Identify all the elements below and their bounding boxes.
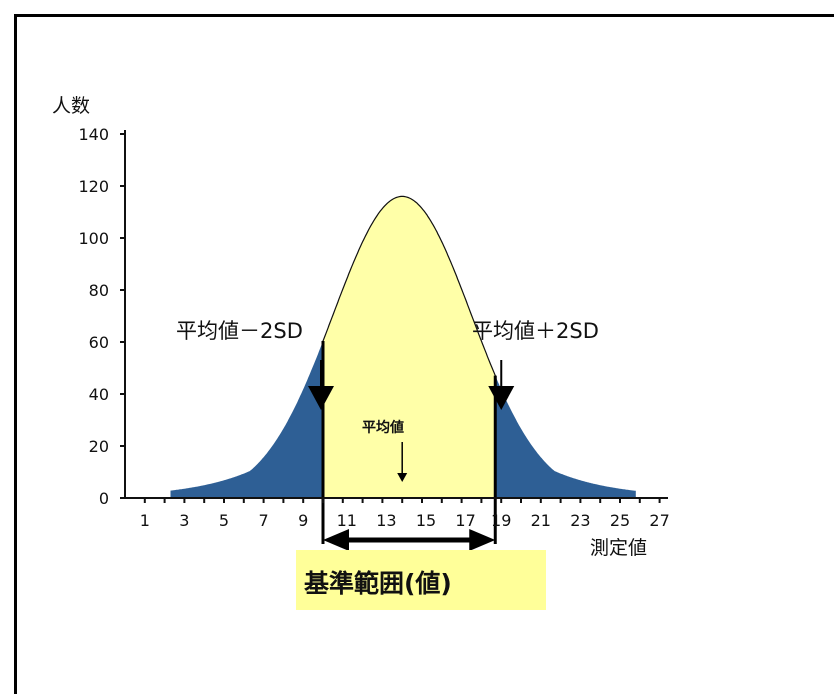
upper-limit-label: 平均値＋2SD (472, 319, 599, 343)
x-tick-label: 7 (259, 511, 269, 530)
reference-range-box (296, 550, 546, 610)
upper-tail-area (495, 375, 636, 498)
x-tick-label: 11 (337, 511, 357, 530)
y-tick-label: 120 (78, 177, 109, 196)
x-tick-label: 23 (570, 511, 590, 530)
x-tick-label: 17 (455, 511, 475, 530)
x-tick-label: 19 (491, 511, 511, 530)
figure-frame (14, 14, 834, 694)
y-tick-label: 100 (78, 229, 109, 248)
y-tick-label: 60 (89, 333, 109, 352)
x-tick-label: 13 (376, 511, 396, 530)
x-tick-label: 5 (219, 511, 229, 530)
arrow-head (397, 473, 408, 482)
x-tick-label: 21 (531, 511, 551, 530)
x-axis-title: 測定値 (590, 537, 647, 559)
range-arrow-left-head (323, 529, 349, 551)
lower-limit-label: 平均値－2SD (176, 319, 303, 343)
y-tick-label: 80 (89, 281, 109, 300)
y-tick-label: 0 (99, 489, 109, 508)
arrow-head (488, 386, 515, 410)
reference-range-label: 基準範囲(値) (304, 569, 452, 598)
x-tick-label: 1 (140, 511, 150, 530)
normal-distribution-chart: 1 3 5 7 9 11 13 15 17 19 21 23 25 27 0204060801001201… (52, 95, 670, 610)
y-tick-label: 20 (89, 437, 109, 456)
lower-tail-area (170, 341, 323, 498)
x-tick-label: 27 (649, 511, 669, 530)
y-axis-title: 人数 (52, 95, 90, 117)
center-area (322, 195, 496, 499)
x-tick-label: 15 (416, 511, 436, 530)
y-tick-label: 140 (78, 125, 109, 144)
y-tick-label: 40 (89, 385, 109, 404)
x-tick-label: 9 (298, 511, 308, 530)
arrow-head (308, 386, 334, 410)
x-tick-label: 3 (179, 511, 189, 530)
mean-label: 平均値 (362, 419, 404, 436)
x-tick-label: 25 (610, 511, 630, 530)
range-arrow-right-head (469, 529, 496, 551)
